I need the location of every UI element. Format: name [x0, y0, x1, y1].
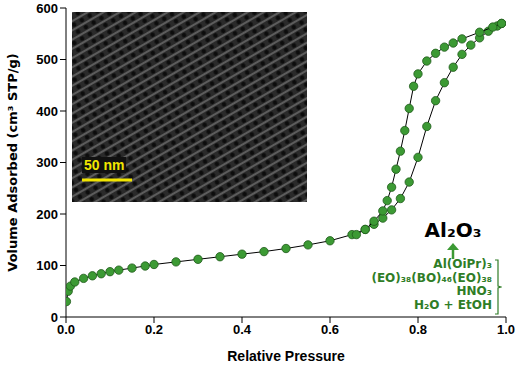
html-text:50 nm: 50 nm	[84, 157, 125, 173]
html-text:Al(OiPr)₃: Al(OiPr)₃	[433, 257, 492, 271]
svg-text:400: 400	[36, 104, 58, 119]
svg-text:0.0: 0.0	[57, 322, 75, 337]
svg-text:1.0: 1.0	[497, 322, 515, 337]
html-text:(EO)₃₈(BO)₄₆(EO)₃₈: (EO)₃₈(BO)₄₆(EO)₃₈	[371, 270, 492, 285]
svg-text:0.8: 0.8	[409, 322, 427, 337]
svg-text:0: 0	[51, 310, 58, 325]
svg-text:0.4: 0.4	[233, 322, 252, 337]
svg-text:0.6: 0.6	[321, 322, 339, 337]
svg-text:100: 100	[36, 258, 58, 273]
svg-text:Volume Adsorbed (cm³ STP/g): Volume Adsorbed (cm³ STP/g)	[5, 53, 20, 271]
svg-text:200: 200	[36, 207, 58, 222]
svg-text:Relative Pressure: Relative Pressure	[227, 348, 345, 364]
html-text:HNO₃: HNO₃	[456, 284, 492, 298]
svg-text:500: 500	[36, 52, 58, 67]
html-text:H₂O + EtOH: H₂O + EtOH	[413, 297, 492, 312]
svg-text:300: 300	[36, 155, 58, 170]
svg-text:600: 600	[36, 1, 58, 16]
svg-text:0.2: 0.2	[145, 322, 163, 337]
html-text:Al₂O₃: Al₂O₃	[424, 218, 482, 242]
